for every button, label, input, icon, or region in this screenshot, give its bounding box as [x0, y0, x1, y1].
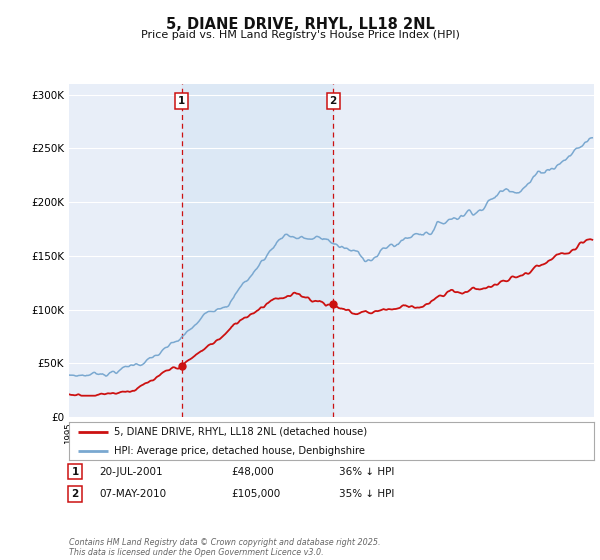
Text: £48,000: £48,000: [231, 466, 274, 477]
Text: 36% ↓ HPI: 36% ↓ HPI: [339, 466, 394, 477]
Text: £105,000: £105,000: [231, 489, 280, 499]
Text: 07-MAY-2010: 07-MAY-2010: [99, 489, 166, 499]
Text: 5, DIANE DRIVE, RHYL, LL18 2NL: 5, DIANE DRIVE, RHYL, LL18 2NL: [166, 17, 434, 32]
Text: 20-JUL-2001: 20-JUL-2001: [99, 466, 163, 477]
Text: 2: 2: [329, 96, 337, 106]
Text: HPI: Average price, detached house, Denbighshire: HPI: Average price, detached house, Denb…: [113, 446, 365, 456]
Text: 35% ↓ HPI: 35% ↓ HPI: [339, 489, 394, 499]
Text: 2: 2: [71, 489, 79, 499]
Text: Price paid vs. HM Land Registry's House Price Index (HPI): Price paid vs. HM Land Registry's House …: [140, 30, 460, 40]
Bar: [182, 84, 333, 417]
Text: 1: 1: [71, 466, 79, 477]
Text: 5, DIANE DRIVE, RHYL, LL18 2NL (detached house): 5, DIANE DRIVE, RHYL, LL18 2NL (detached…: [113, 427, 367, 437]
Text: 1: 1: [178, 96, 185, 106]
Text: Contains HM Land Registry data © Crown copyright and database right 2025.
This d: Contains HM Land Registry data © Crown c…: [69, 538, 380, 557]
